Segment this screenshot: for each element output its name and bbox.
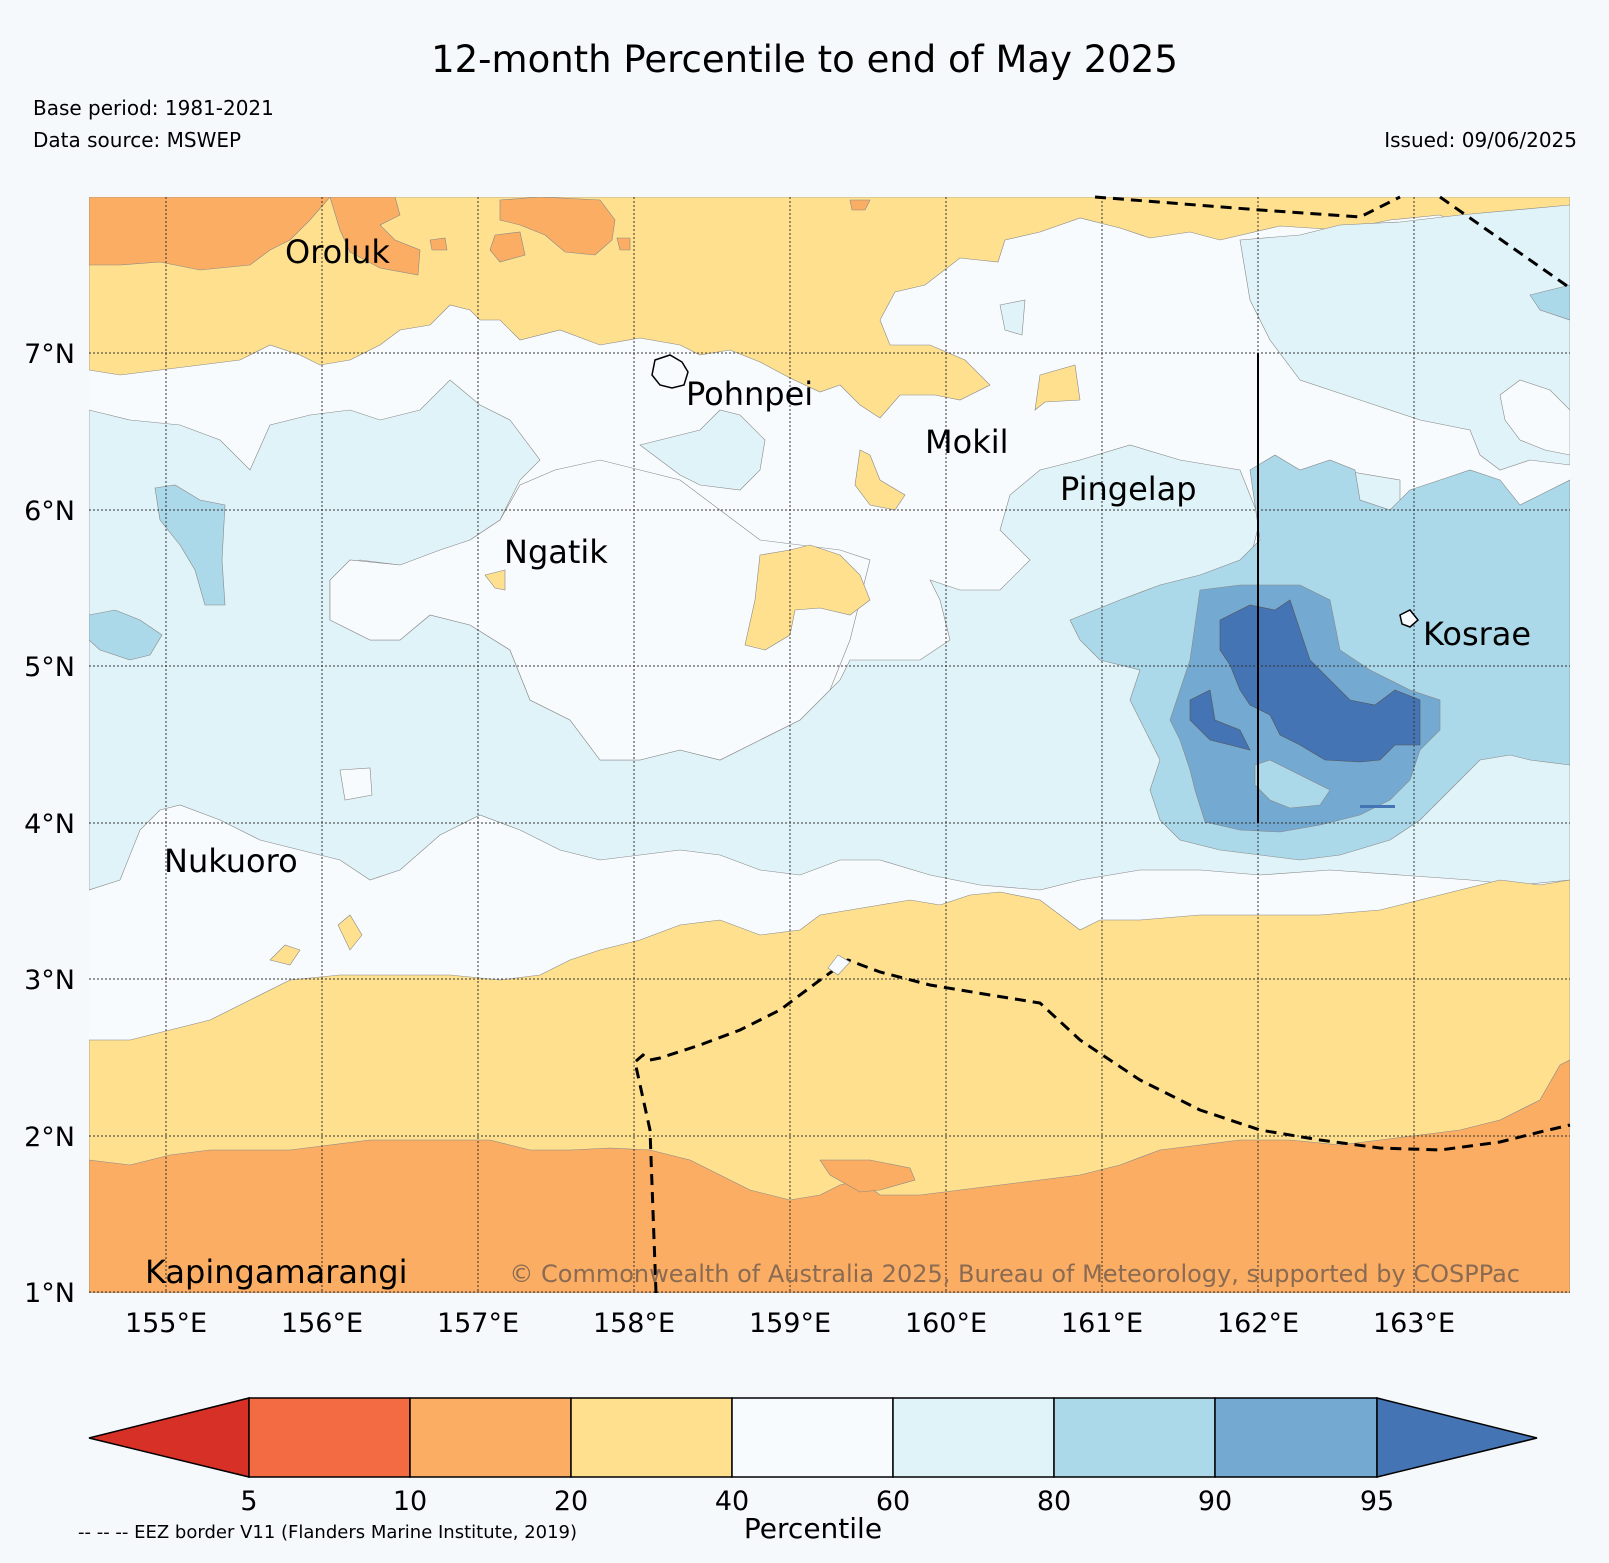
colorbar bbox=[88, 1397, 1538, 1478]
lat-label: 3°N bbox=[24, 965, 75, 996]
map-title: 12-month Percentile to end of May 2025 bbox=[431, 38, 1178, 81]
colorbar-segment-10-20 bbox=[409, 1397, 572, 1478]
base-period: Base period: 1981-2021 bbox=[33, 96, 274, 120]
colorbar-segment-5-10 bbox=[248, 1397, 411, 1478]
lat-label: 1°N bbox=[24, 1278, 75, 1309]
lat-label: 2°N bbox=[24, 1122, 75, 1153]
colorbar-tick: 20 bbox=[554, 1486, 588, 1517]
lat-label: 4°N bbox=[24, 809, 75, 840]
colorbar-segment-40-60 bbox=[731, 1397, 894, 1478]
lon-label: 160°E bbox=[905, 1308, 987, 1339]
kosrae-island bbox=[1399, 609, 1420, 628]
place-nukuoro: Nukuoro bbox=[164, 842, 298, 880]
lon-label: 158°E bbox=[593, 1308, 675, 1339]
lon-label: 161°E bbox=[1061, 1308, 1143, 1339]
place-pingelap: Pingelap bbox=[1060, 470, 1197, 508]
lon-label: 162°E bbox=[1217, 1308, 1299, 1339]
colorbar-segment-60-80 bbox=[892, 1397, 1055, 1478]
place-mokil: Mokil bbox=[925, 423, 1009, 461]
lat-label: 5°N bbox=[24, 652, 75, 683]
lon-label: 163°E bbox=[1373, 1308, 1455, 1339]
gridlines bbox=[89, 197, 1570, 1293]
latitude-labels: 7°N 6°N 5°N 4°N 3°N 2°N 1°N bbox=[24, 339, 75, 1309]
place-kapingamarangi: Kapingamarangi bbox=[145, 1253, 407, 1291]
colorbar-ticks: 5 10 20 40 60 80 90 95 bbox=[240, 1486, 1394, 1517]
pohnpei-island bbox=[651, 354, 689, 389]
colorbar-tick: 40 bbox=[715, 1486, 749, 1517]
colorbar-tick: 10 bbox=[393, 1486, 427, 1517]
place-pohnpei: Pohnpei bbox=[686, 375, 813, 413]
lat-label: 7°N bbox=[24, 339, 75, 370]
longitude-labels: 155°E 156°E 157°E 158°E 159°E 160°E 161°… bbox=[125, 1308, 1455, 1339]
lat-label: 6°N bbox=[24, 496, 75, 527]
lon-label: 155°E bbox=[125, 1308, 207, 1339]
colorbar-label: Percentile bbox=[744, 1512, 882, 1545]
place-kosrae: Kosrae bbox=[1423, 615, 1531, 653]
eez-legend-note: -- -- -- EEZ border V11 (Flanders Marine… bbox=[78, 1522, 578, 1543]
colorbar-tick: 5 bbox=[240, 1486, 257, 1517]
issued-date: Issued: 09/06/2025 bbox=[1384, 128, 1577, 152]
colorbar-segment-20-40 bbox=[570, 1397, 733, 1478]
lon-label: 157°E bbox=[437, 1308, 519, 1339]
colorbar-segment-90-95 bbox=[1214, 1397, 1378, 1478]
lon-label: 159°E bbox=[749, 1308, 831, 1339]
colorbar-segment-80-90 bbox=[1053, 1397, 1216, 1478]
place-oroluk: Oroluk bbox=[285, 233, 390, 271]
colorbar-tick: 60 bbox=[876, 1486, 910, 1517]
colorbar-tick: 80 bbox=[1037, 1486, 1071, 1517]
copyright-notice: © Commonwealth of Australia 2025, Bureau… bbox=[509, 1260, 1520, 1288]
colorbar-tick: 95 bbox=[1360, 1486, 1394, 1517]
colorbar-segment-below-5 bbox=[88, 1397, 250, 1478]
data-source: Data source: MSWEP bbox=[33, 128, 242, 152]
colorbar-tick: 90 bbox=[1198, 1486, 1232, 1517]
colorbar-segment-above-95 bbox=[1376, 1397, 1538, 1478]
lon-label: 156°E bbox=[281, 1308, 363, 1339]
map-field bbox=[89, 197, 1570, 1293]
eez-border bbox=[633, 195, 1571, 1294]
place-ngatik: Ngatik bbox=[504, 533, 608, 571]
